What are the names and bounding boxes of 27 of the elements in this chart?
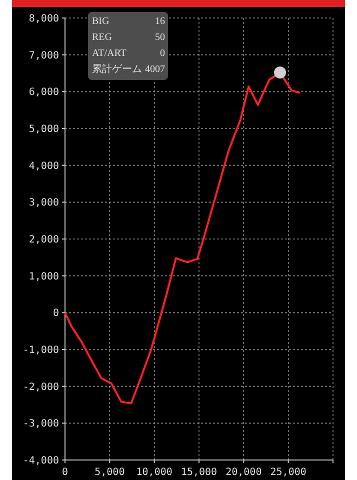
y-tick-label: 2,000 — [28, 234, 59, 246]
annotation: 50 — [155, 32, 165, 43]
y-tick-label: 8,000 — [28, 14, 59, 24]
x-tick-label: 10,000 — [136, 467, 172, 478]
y-tick-label: 3,000 — [28, 198, 59, 209]
y-tick-label: 5,000 — [28, 124, 59, 135]
x-tick-label: 20,000 — [226, 467, 262, 478]
x-tick-label: 5,000 — [94, 467, 125, 478]
y-tick-label: 6,000 — [28, 87, 59, 98]
x-tick-label: 25,000 — [270, 467, 306, 478]
y-tick-label: 4,000 — [28, 160, 59, 172]
annotation: AT/ART — [92, 48, 126, 59]
y-tick-label: -4,000 — [22, 456, 59, 466]
y-tick-label: -3,000 — [22, 418, 59, 430]
annotation: 累計ゲーム — [92, 63, 142, 75]
y-tick-label: 7,000 — [28, 50, 59, 62]
y-tick-label: 1,000 — [28, 271, 59, 282]
y-tick-label: -2,000 — [22, 382, 59, 393]
annotation: 4007 — [145, 64, 165, 75]
annotation: 0 — [160, 48, 165, 59]
x-tick-label: 15,000 — [180, 467, 218, 478]
annotation: BIG — [92, 16, 110, 27]
x-tick-label: 0 — [62, 467, 68, 478]
annotation: 16 — [155, 16, 165, 27]
y-tick-label: -1,000 — [22, 345, 59, 356]
y-tick-label: 0 — [52, 308, 59, 320]
annotation: REG — [92, 32, 112, 43]
